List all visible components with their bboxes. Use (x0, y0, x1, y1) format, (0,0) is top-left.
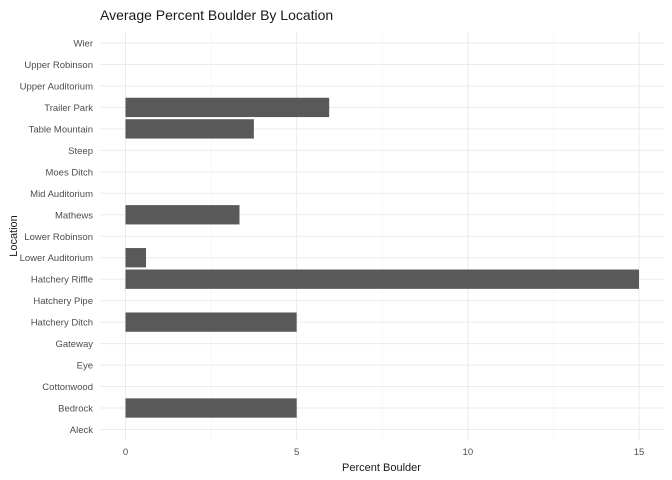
bar (125, 312, 297, 332)
y-tick-label: Hatchery Riffle (31, 275, 93, 286)
bar (125, 97, 330, 118)
y-axis-title: Location (8, 215, 20, 257)
y-tick-label: Moes Ditch (45, 167, 93, 178)
bar (125, 119, 254, 139)
x-tick-label: 0 (123, 447, 128, 458)
y-tick-label: Aleck (70, 425, 93, 436)
y-tick-label: Wier (73, 39, 93, 50)
y-tick-label: Mid Auditorium (30, 189, 93, 200)
y-tick-label: Hatchery Pipe (33, 296, 93, 307)
y-tick-label: Gateway (56, 339, 94, 350)
x-tick-label: 10 (463, 447, 474, 458)
y-tick-labels: Aleck Bedrock Cottonwood Eye Gateway Hatchery… (20, 39, 94, 437)
y-tick-label: Hatchery Ditch (31, 318, 93, 329)
y-tick-label: Trailer Park (44, 103, 93, 114)
bar (125, 269, 639, 289)
chart-title: Average Percent Boulder By Location (100, 7, 333, 23)
y-tick-label: Cottonwood (42, 382, 93, 393)
bar (125, 248, 147, 268)
y-tick-label: Upper Auditorium (20, 81, 93, 92)
x-tick-labels: 0 5 10 15 (123, 447, 644, 458)
x-axis-title: Percent Boulder (342, 462, 421, 474)
bars (125, 97, 639, 418)
y-tick-label: Lower Robinson (24, 232, 93, 243)
y-tick-label: Table Mountain (29, 124, 93, 135)
x-tick-label: 5 (294, 447, 299, 458)
y-tick-label: Bedrock (58, 404, 93, 415)
bar (125, 398, 297, 418)
x-tick-label: 15 (634, 447, 645, 458)
y-tick-label: Upper Robinson (24, 60, 93, 71)
bar (125, 205, 240, 225)
y-tick-label: Steep (68, 146, 93, 157)
y-tick-label: Lower Auditorium (20, 253, 93, 264)
y-tick-label: Eye (77, 361, 93, 372)
y-tick-label: Mathews (55, 210, 93, 221)
grid (100, 32, 664, 440)
